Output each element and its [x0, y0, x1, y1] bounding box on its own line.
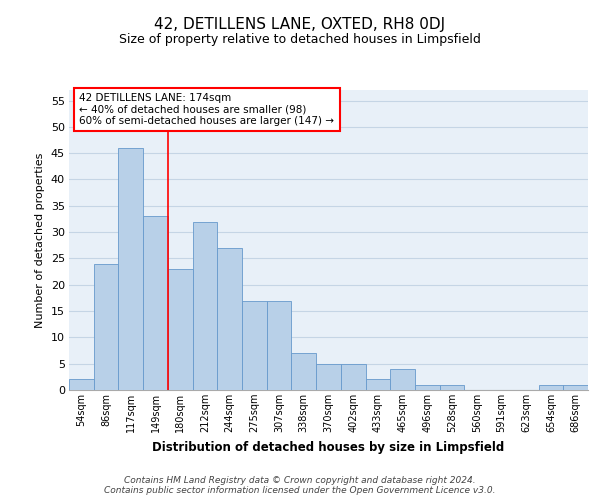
- Bar: [242, 300, 267, 390]
- Bar: [168, 269, 193, 390]
- Bar: [539, 384, 563, 390]
- X-axis label: Distribution of detached houses by size in Limpsfield: Distribution of detached houses by size …: [152, 440, 505, 454]
- Bar: [193, 222, 217, 390]
- Text: 42 DETILLENS LANE: 174sqm
← 40% of detached houses are smaller (98)
60% of semi-: 42 DETILLENS LANE: 174sqm ← 40% of detac…: [79, 93, 334, 126]
- Bar: [316, 364, 341, 390]
- Y-axis label: Number of detached properties: Number of detached properties: [35, 152, 45, 328]
- Bar: [563, 384, 588, 390]
- Bar: [94, 264, 118, 390]
- Bar: [365, 380, 390, 390]
- Bar: [415, 384, 440, 390]
- Bar: [118, 148, 143, 390]
- Bar: [292, 353, 316, 390]
- Bar: [341, 364, 365, 390]
- Text: Size of property relative to detached houses in Limpsfield: Size of property relative to detached ho…: [119, 32, 481, 46]
- Bar: [217, 248, 242, 390]
- Text: Contains public sector information licensed under the Open Government Licence v3: Contains public sector information licen…: [104, 486, 496, 495]
- Bar: [143, 216, 168, 390]
- Bar: [390, 369, 415, 390]
- Text: 42, DETILLENS LANE, OXTED, RH8 0DJ: 42, DETILLENS LANE, OXTED, RH8 0DJ: [154, 18, 446, 32]
- Text: Contains HM Land Registry data © Crown copyright and database right 2024.: Contains HM Land Registry data © Crown c…: [124, 476, 476, 485]
- Bar: [69, 380, 94, 390]
- Bar: [440, 384, 464, 390]
- Bar: [267, 300, 292, 390]
